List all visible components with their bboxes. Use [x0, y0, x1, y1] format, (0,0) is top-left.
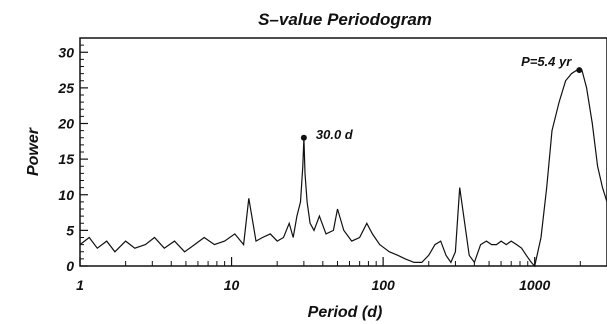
y-axis-label: Power: [25, 127, 42, 176]
annotations: 30.0 d P=5.4 yr: [300, 54, 583, 142]
x-axis-label: Period (d): [308, 304, 383, 321]
y-tick-label: 15: [58, 151, 74, 167]
x-tick-label: 1: [76, 277, 84, 293]
peak-marker: [300, 134, 307, 141]
x-tick-label: 100: [371, 277, 395, 293]
x-axis: 1 10 100 1000: [76, 257, 607, 293]
peak-annotation: 30.0 d: [316, 127, 354, 142]
y-tick-label: 5: [66, 222, 74, 238]
series-line: [79, 69, 607, 268]
x-tick-label: 10: [224, 277, 240, 293]
chart-title: S–value Periodogram: [258, 10, 432, 29]
y-tick-label: 30: [58, 44, 74, 60]
y-tick-label: 0: [66, 258, 74, 274]
peak-marker: [576, 67, 583, 74]
peak-annotation: P=5.4 yr: [521, 54, 572, 69]
y-tick-label: 20: [57, 116, 74, 132]
y-tick-label: 10: [58, 187, 74, 203]
y-tick-label: 25: [57, 80, 74, 96]
y-axis: 0 5 10 15 20 25 30: [57, 44, 88, 274]
plot-frame: [79, 37, 607, 267]
x-tick-label: 1000: [519, 277, 550, 293]
